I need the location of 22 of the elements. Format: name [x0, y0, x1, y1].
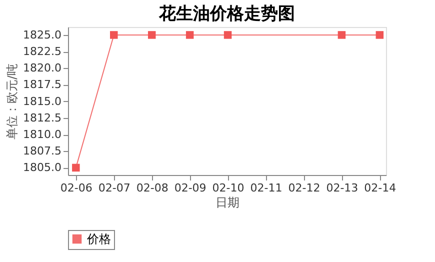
y-tick-label: 1825.0: [23, 28, 62, 42]
y-tick-label: 1822.5: [23, 45, 62, 58]
y-tick-label: 1807.5: [23, 144, 62, 158]
y-tick-label: 1810.0: [23, 128, 62, 142]
y-tick-label: 1812.5: [23, 111, 62, 124]
x-tick-label: 02-07: [98, 182, 130, 194]
y-tick-label: 1817.5: [23, 78, 62, 92]
x-tick-label: 02-09: [174, 182, 206, 194]
x-tick-label: 02-13: [326, 182, 358, 194]
y-tick-label: 1805.0: [23, 161, 62, 174]
y-tick-label: 1815.0: [23, 94, 62, 108]
y-tick-label: 1820.0: [23, 62, 62, 75]
x-tick-label: 02-12: [288, 182, 320, 194]
x-axis-title: 日期: [216, 196, 240, 210]
x-tick-label: 02-10: [212, 182, 244, 194]
legend-label: 价格: [86, 232, 111, 246]
x-tick-label: 02-08: [136, 182, 168, 194]
x-tick-label: 02-06: [60, 182, 92, 194]
y-axis-title: 单位：欧元/吨: [5, 63, 20, 140]
x-tick-label: 02-14: [364, 182, 396, 194]
x-tick-label: 02-11: [250, 182, 282, 194]
chart-title: 花生油价格走势图: [158, 4, 295, 24]
